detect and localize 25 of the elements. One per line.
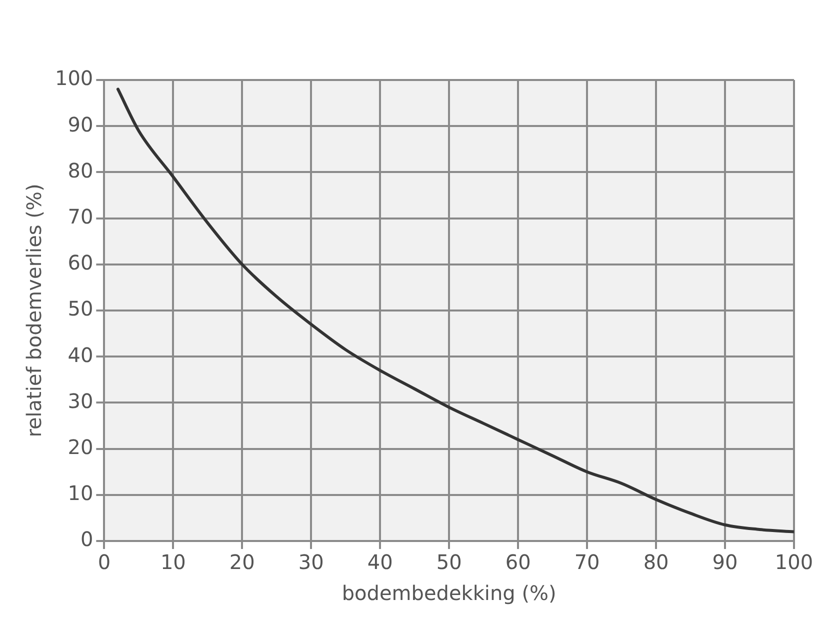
line-series bbox=[116, 88, 794, 534]
y-axis-title: relatief bodemverlies (%) bbox=[22, 184, 46, 438]
y-tick-label: 50 bbox=[68, 296, 94, 321]
y-tick-label: 10 bbox=[68, 481, 94, 506]
y-tick-label: 30 bbox=[68, 388, 94, 413]
y-tick-label: 80 bbox=[68, 158, 94, 182]
y-tick-label: 90 bbox=[68, 112, 94, 136]
y-tick-label: 40 bbox=[68, 342, 94, 367]
y-tick-label: 100 bbox=[54, 66, 94, 90]
y-tick-label: 60 bbox=[68, 250, 94, 275]
x-tick-label: 30 bbox=[298, 550, 324, 574]
y-tick-label: 20 bbox=[68, 435, 94, 460]
x-tick-label: 0 bbox=[98, 550, 111, 574]
x-tick-label: 100 bbox=[774, 550, 814, 574]
x-tick-label: 40 bbox=[367, 550, 393, 574]
y-tick-label: 0 bbox=[80, 527, 94, 552]
x-tick-label: 60 bbox=[505, 550, 531, 574]
x-tick-label: 80 bbox=[643, 550, 669, 574]
x-tick-label: 20 bbox=[229, 550, 255, 574]
x-tick-label: 10 bbox=[160, 550, 186, 574]
y-tick-label: 70 bbox=[68, 204, 94, 229]
x-tick-label: 70 bbox=[574, 550, 600, 574]
x-axis-title: bodembedekking (%) bbox=[342, 581, 556, 606]
x-tick-label: 90 bbox=[712, 550, 738, 574]
x-tick-label: 50 bbox=[436, 550, 462, 574]
